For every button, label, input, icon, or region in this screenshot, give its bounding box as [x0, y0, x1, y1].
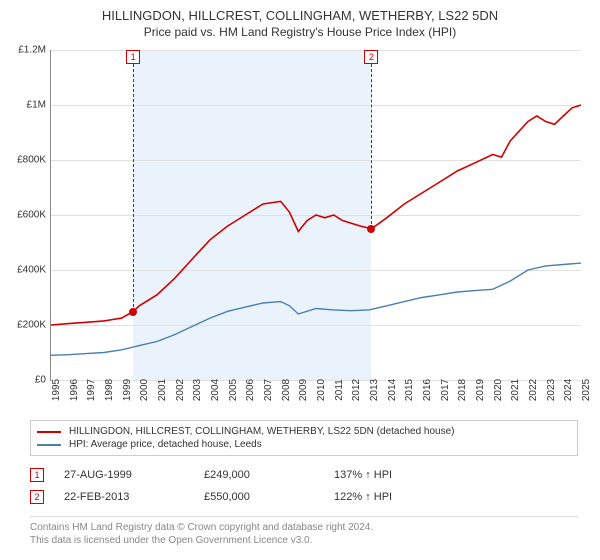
x-axis-label: 2010 [316, 379, 327, 401]
sale-date: 22-FEB-2013 [64, 491, 204, 503]
x-axis-label: 2015 [404, 379, 415, 401]
x-axis-label: 2020 [493, 379, 504, 401]
chart-container: HILLINGDON, HILLCREST, COLLINGHAM, WETHE… [0, 0, 600, 560]
marker-line [133, 64, 134, 312]
y-axis-label: £0 [0, 375, 46, 386]
legend-item: HPI: Average price, detached house, Leed… [37, 438, 571, 451]
sales-table: 1 27-AUG-1999£249,000137% ↑ HPI 2 22-FEB-20… [30, 464, 392, 508]
x-axis-label: 2017 [440, 379, 451, 401]
marker-line [371, 64, 372, 229]
x-axis-label: 2019 [475, 379, 486, 401]
marker-box: 2 [364, 50, 378, 64]
x-axis-label: 2023 [546, 379, 557, 401]
x-axis-label: 2002 [175, 379, 186, 401]
sale-date: 27-AUG-1999 [64, 469, 204, 481]
x-axis-label: 2000 [139, 379, 150, 401]
y-axis-label: £400K [0, 265, 46, 276]
sale-price: £550,000 [204, 491, 334, 503]
x-axis-label: 1998 [104, 379, 115, 401]
footer-line-2: This data is licensed under the Open Gov… [30, 534, 578, 547]
marker-dot [367, 225, 375, 233]
x-axis-label: 2025 [581, 379, 592, 401]
x-axis-label: 2011 [334, 379, 345, 401]
sale-marker: 2 [30, 490, 44, 504]
sale-marker: 1 [30, 468, 44, 482]
x-axis-label: 2003 [192, 379, 203, 401]
x-axis-label: 2009 [298, 379, 309, 401]
sale-price: £249,000 [204, 469, 334, 481]
x-axis-label: 2004 [210, 379, 221, 401]
x-axis-label: 2013 [369, 379, 380, 401]
marker-box: 1 [126, 50, 140, 64]
x-axis-label: 2022 [528, 379, 539, 401]
y-axis-label: £1M [0, 100, 46, 111]
x-axis-label: 2001 [157, 379, 168, 401]
legend-swatch [37, 431, 61, 433]
sale-delta: 137% ↑ HPI [334, 469, 392, 481]
y-axis-label: £200K [0, 320, 46, 331]
x-axis-label: 2021 [510, 379, 521, 401]
chart-subtitle: Price paid vs. HM Land Registry's House … [0, 23, 600, 43]
y-axis-label: £600K [0, 210, 46, 221]
x-axis-label: 1996 [69, 379, 80, 401]
x-axis-label: 2024 [563, 379, 574, 401]
x-axis-label: 2016 [422, 379, 433, 401]
x-axis-label: 1995 [51, 379, 62, 401]
footer-attribution: Contains HM Land Registry data © Crown c… [30, 516, 578, 547]
legend-text: HILLINGDON, HILLCREST, COLLINGHAM, WETHE… [69, 426, 455, 437]
x-axis-label: 1997 [86, 379, 97, 401]
x-axis-label: 1999 [122, 379, 133, 401]
legend-text: HPI: Average price, detached house, Leed… [69, 439, 262, 450]
legend-item: HILLINGDON, HILLCREST, COLLINGHAM, WETHE… [37, 425, 571, 438]
legend: HILLINGDON, HILLCREST, COLLINGHAM, WETHE… [30, 420, 578, 456]
x-axis-label: 2014 [387, 379, 398, 401]
y-axis-label: £800K [0, 155, 46, 166]
footer-line-1: Contains HM Land Registry data © Crown c… [30, 521, 578, 534]
sale-delta: 122% ↑ HPI [334, 491, 392, 503]
x-axis-label: 2006 [245, 379, 256, 401]
x-axis-label: 2005 [228, 379, 239, 401]
x-axis-label: 2008 [281, 379, 292, 401]
plot-area: 12 £0£200K£400K£600K£800K£1M£1.2M 199519… [50, 50, 581, 381]
line-series-svg [51, 50, 581, 380]
x-axis-label: 2018 [457, 379, 468, 401]
marker-dot [129, 308, 137, 316]
series-price_paid [51, 105, 581, 325]
legend-swatch [37, 444, 61, 446]
x-axis-label: 2007 [263, 379, 274, 401]
sale-row: 2 22-FEB-2013£550,000122% ↑ HPI [30, 486, 392, 508]
chart-title: HILLINGDON, HILLCREST, COLLINGHAM, WETHE… [0, 0, 600, 23]
y-axis-label: £1.2M [0, 45, 46, 56]
x-axis-label: 2012 [351, 379, 362, 401]
sale-row: 1 27-AUG-1999£249,000137% ↑ HPI [30, 464, 392, 486]
